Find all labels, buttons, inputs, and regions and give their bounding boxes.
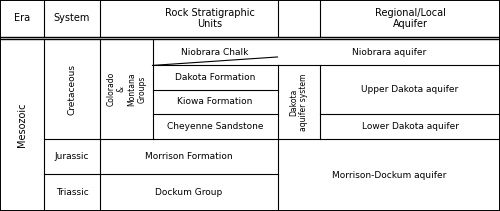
- Text: Upper Dakota aquifer: Upper Dakota aquifer: [362, 85, 458, 94]
- Text: Cretaceous: Cretaceous: [68, 64, 76, 115]
- Text: Dakota Formation: Dakota Formation: [175, 73, 255, 82]
- Text: Cheyenne Sandstone: Cheyenne Sandstone: [167, 122, 263, 131]
- Text: Jurassic: Jurassic: [55, 152, 90, 161]
- Text: Niobrara aquifer: Niobrara aquifer: [352, 48, 426, 57]
- Text: Colorado
&
Montana
Groups: Colorado & Montana Groups: [106, 72, 146, 107]
- Text: Niobrara Chalk: Niobrara Chalk: [182, 48, 248, 57]
- Text: Dakota
aquifer system: Dakota aquifer system: [289, 74, 308, 131]
- Text: System: System: [54, 14, 90, 23]
- Text: Morrison-Dockum aquifer: Morrison-Dockum aquifer: [332, 171, 446, 180]
- Text: Triassic: Triassic: [56, 188, 88, 197]
- Text: Kiowa Formation: Kiowa Formation: [178, 97, 252, 106]
- Text: Mesozoic: Mesozoic: [17, 103, 27, 147]
- Text: Lower Dakota aquifer: Lower Dakota aquifer: [362, 122, 458, 131]
- Text: Era: Era: [14, 14, 30, 23]
- Text: Regional/Local
Aquifer: Regional/Local Aquifer: [374, 8, 446, 29]
- Text: Dockum Group: Dockum Group: [155, 188, 222, 197]
- Text: Morrison Formation: Morrison Formation: [145, 152, 233, 161]
- Text: Rock Stratigraphic
Units: Rock Stratigraphic Units: [165, 8, 255, 29]
